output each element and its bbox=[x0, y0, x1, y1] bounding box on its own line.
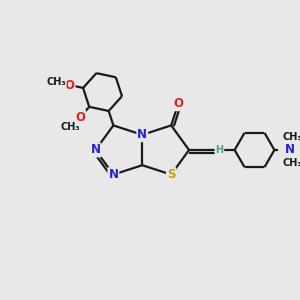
Text: N: N bbox=[137, 128, 147, 141]
Text: CH₃: CH₃ bbox=[282, 158, 300, 168]
Text: N: N bbox=[108, 168, 118, 181]
Text: O: O bbox=[75, 111, 85, 124]
Text: S: S bbox=[167, 168, 176, 181]
Text: N: N bbox=[285, 143, 295, 157]
Text: O: O bbox=[173, 97, 183, 110]
Text: CH₃: CH₃ bbox=[61, 122, 81, 132]
Text: O: O bbox=[64, 79, 75, 92]
Text: CH₃: CH₃ bbox=[46, 77, 66, 87]
Text: CH₃: CH₃ bbox=[282, 132, 300, 142]
Text: N: N bbox=[91, 143, 100, 157]
Text: H: H bbox=[215, 145, 223, 155]
